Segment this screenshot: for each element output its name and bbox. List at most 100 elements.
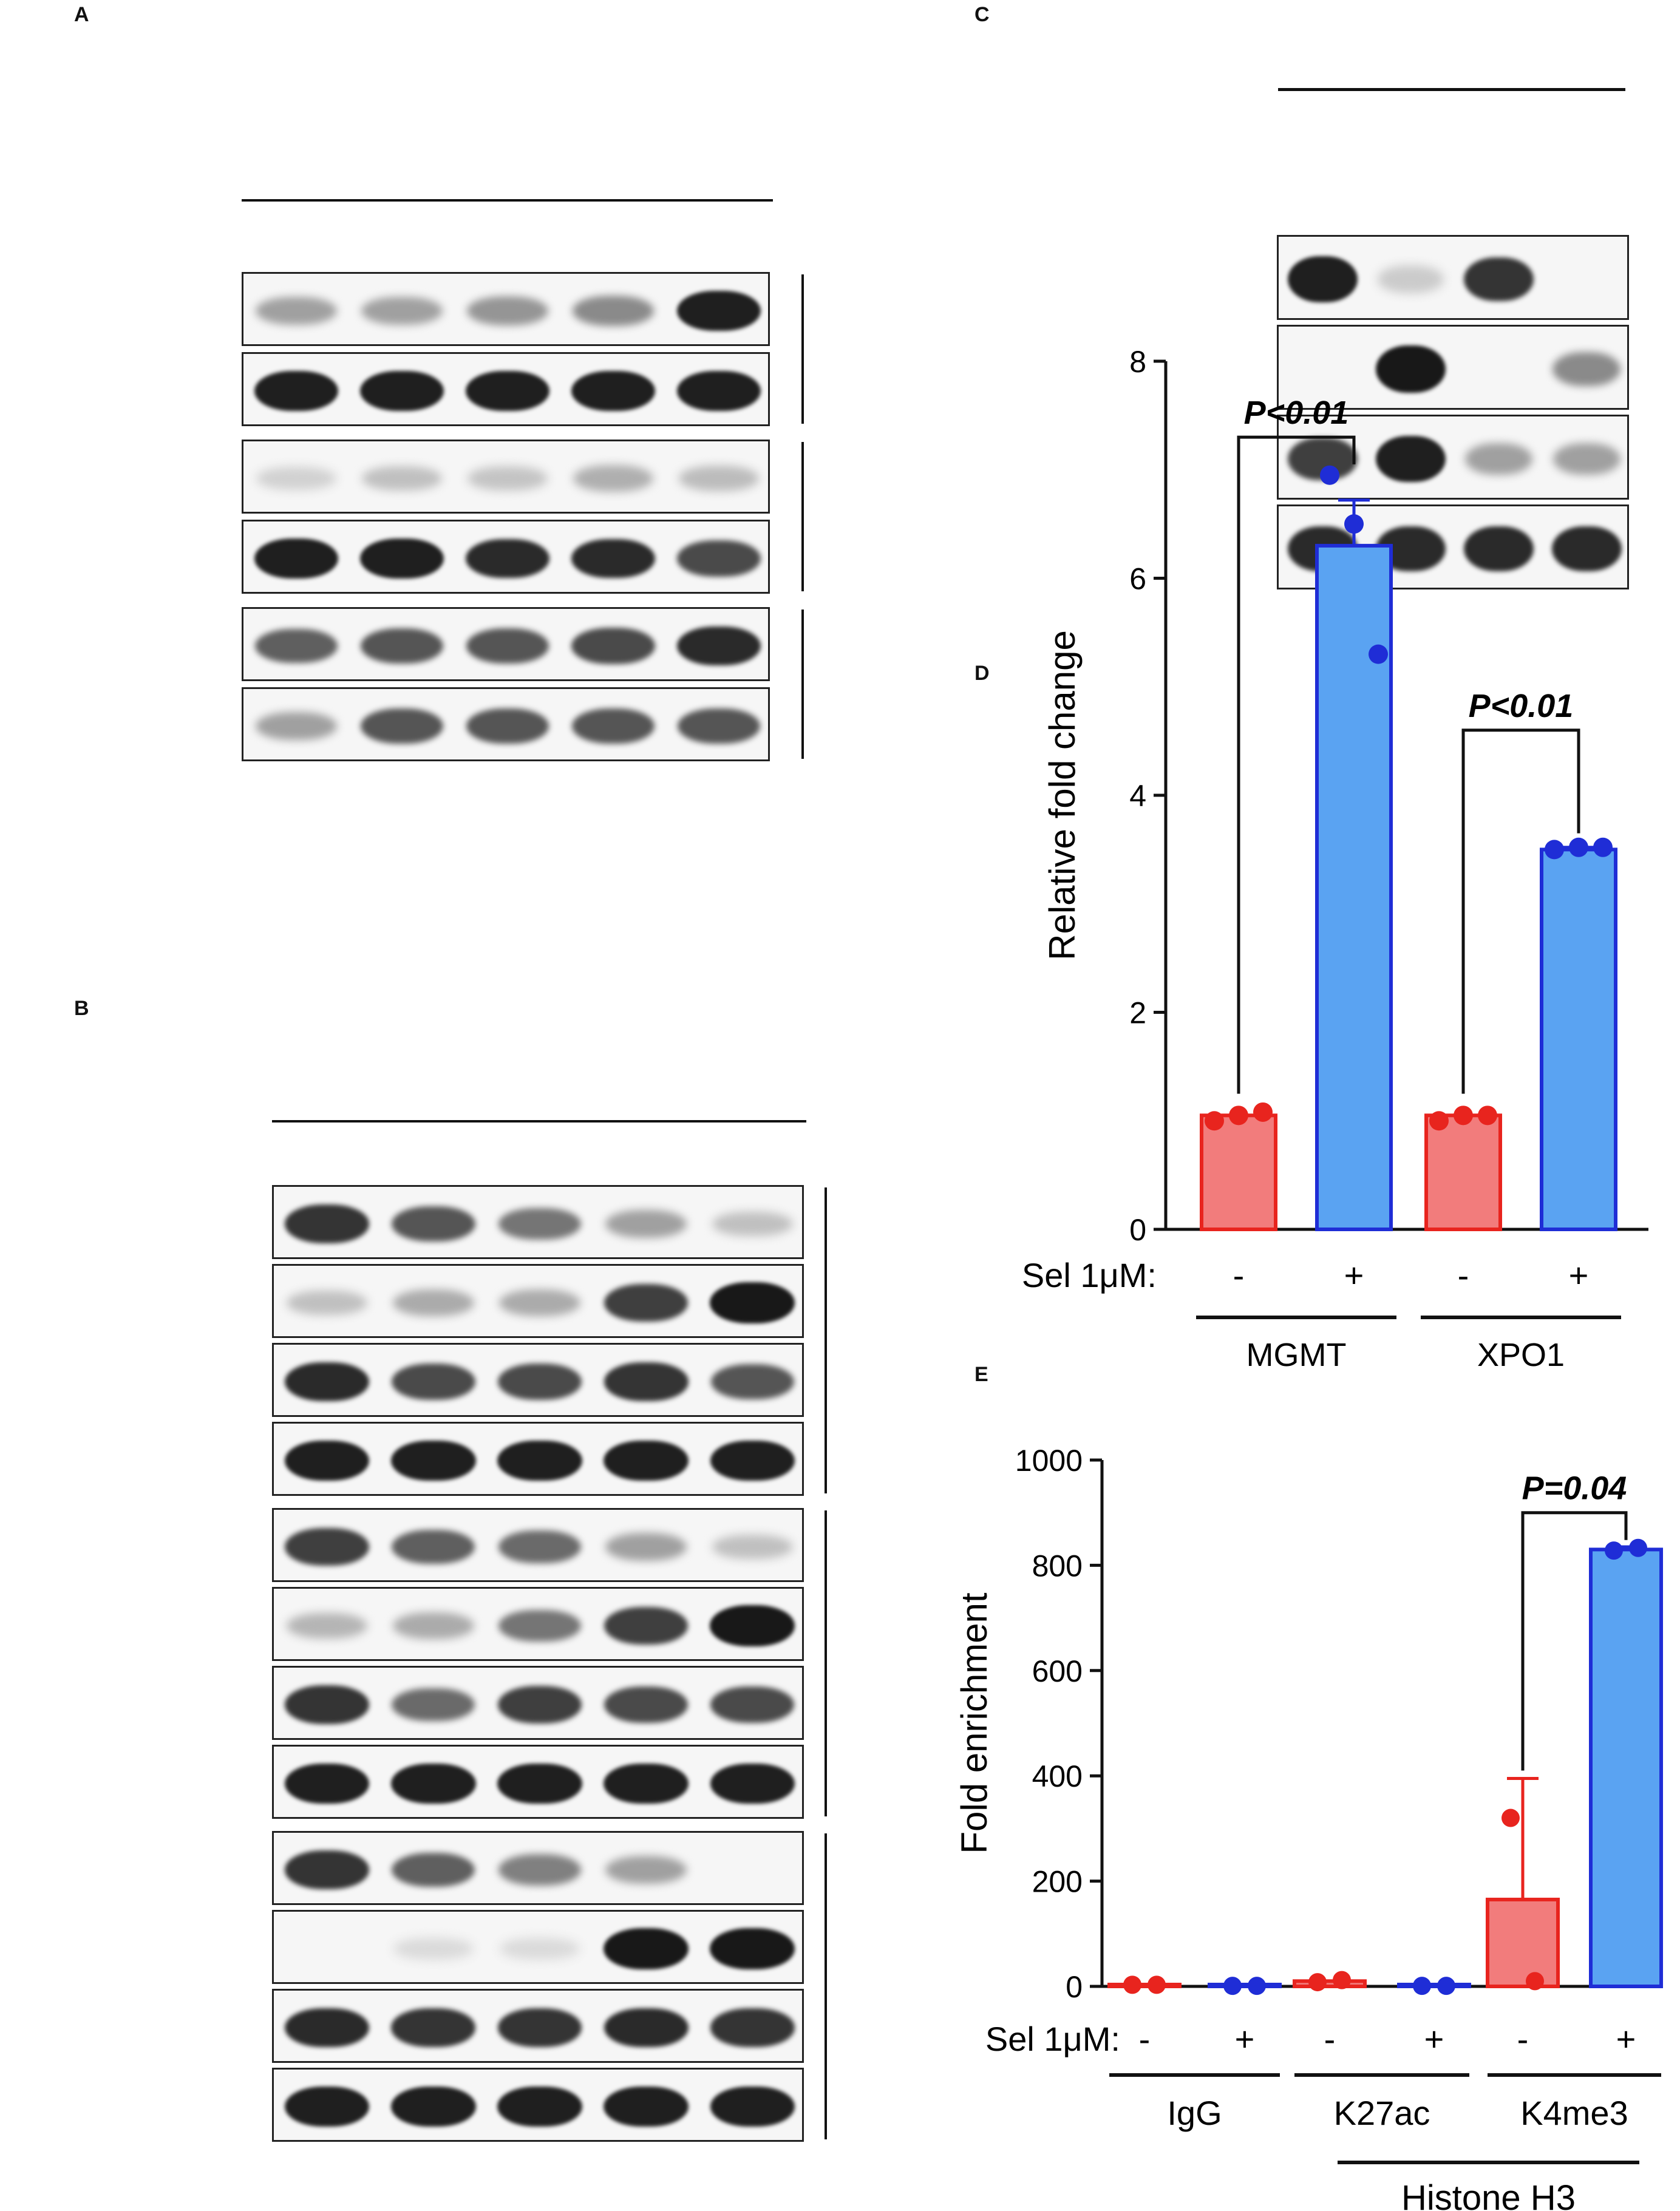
blot-band — [392, 1529, 475, 1564]
y-tick-label: 1000 — [1015, 1444, 1083, 1478]
blot-band — [284, 2086, 370, 2127]
data-point — [1413, 1977, 1431, 1995]
data-point — [1629, 1538, 1647, 1557]
treatment-sign: - — [1139, 2020, 1151, 2058]
blot-band — [710, 1364, 795, 1400]
blot-band — [1463, 526, 1534, 572]
blot-band — [604, 1362, 689, 1401]
blot-strip — [272, 1666, 804, 1740]
blot-band — [466, 628, 549, 664]
blot-band — [1464, 443, 1533, 475]
blot-band — [1552, 352, 1621, 387]
data-point — [1501, 1809, 1520, 1827]
data-point — [1344, 514, 1364, 534]
blot-band — [604, 1928, 689, 1969]
group-label: K4me3 — [1520, 2094, 1628, 2132]
bar — [1107, 1983, 1182, 1988]
blot-band — [497, 2086, 582, 2127]
panel-c-letter: C — [974, 3, 990, 26]
blot-band — [256, 712, 337, 741]
y-axis-label: Relative fold change — [1042, 630, 1083, 960]
bar — [1589, 1547, 1663, 1988]
blot-band — [677, 540, 761, 577]
blot-band — [710, 1440, 795, 1481]
blot-band — [361, 466, 443, 491]
treatment-sign: + — [1344, 1256, 1364, 1294]
blot-band — [284, 1440, 370, 1481]
data-point — [1526, 1972, 1544, 1991]
bar — [1397, 1983, 1471, 1988]
blot-strip — [242, 272, 770, 346]
blot-band — [710, 1282, 795, 1323]
blot-band — [677, 708, 761, 744]
blot-band — [392, 1289, 474, 1317]
data-point — [1333, 1971, 1351, 1989]
blot-band — [676, 290, 761, 331]
blot-strip — [272, 1989, 804, 2063]
blot-band — [1464, 257, 1534, 302]
y-tick-label: 0 — [1066, 1970, 1083, 2004]
cell-line-bracket — [801, 442, 804, 591]
blot-band — [1377, 265, 1444, 293]
blot-strip — [272, 1185, 804, 1259]
supergroup-label: Histone H3 — [1401, 2178, 1576, 2211]
group-label: IgG — [1167, 2094, 1222, 2132]
y-axis-label: Fold enrichment — [954, 1592, 995, 1854]
blot-band — [361, 296, 443, 325]
bar — [1486, 1897, 1560, 1988]
cell-line-bracket — [801, 610, 804, 759]
treatment-sign: + — [1424, 2020, 1444, 2058]
blot-band — [498, 1609, 582, 1642]
blot-band — [392, 1688, 475, 1722]
blot-strip — [272, 1264, 804, 1338]
cell-line-bracket — [825, 1833, 827, 2139]
blot-strip — [1277, 235, 1629, 320]
treatment-label: Sel 1μM: — [985, 2020, 1120, 2058]
blot-band — [572, 296, 655, 326]
panel-a-letter: A — [74, 3, 89, 26]
panel-e-bar-chart: 0 200 400 600 800 1000 Fold enrichment - + - + - + Se… — [954, 1444, 1663, 2211]
y-tick-label: 200 — [1032, 1865, 1083, 1899]
blot-band — [390, 1763, 476, 1804]
blot-band — [467, 466, 548, 491]
blot-strip — [1277, 325, 1629, 410]
blot-band — [710, 1686, 795, 1723]
blot-band — [605, 1855, 687, 1884]
blot-band — [498, 1289, 580, 1317]
blot-band — [285, 1685, 370, 1724]
y-tick-label: 6 — [1129, 562, 1146, 596]
blot-strip — [272, 1745, 804, 1819]
blot-band — [497, 1686, 582, 1724]
data-point — [1369, 644, 1388, 664]
treatment-label: Sel 1μM: — [1022, 1256, 1157, 1294]
blot-band — [499, 1937, 580, 1960]
blot-band — [676, 626, 761, 666]
title-underline — [242, 199, 773, 202]
blot-band — [498, 1364, 582, 1400]
data-point — [1478, 1106, 1497, 1126]
blot-band — [604, 1763, 689, 1804]
data-point — [1308, 1973, 1327, 1992]
y-tick-label: 4 — [1129, 779, 1146, 813]
blot-band — [604, 1607, 689, 1645]
blot-band — [604, 1686, 689, 1723]
blot-strip — [272, 1587, 804, 1661]
blot-band — [284, 2008, 370, 2048]
p-value-annotation: P<0.01 — [1469, 688, 1574, 724]
blot-band — [254, 628, 338, 664]
treatment-sign: + — [1616, 2020, 1636, 2058]
title-underline — [272, 1120, 806, 1122]
treatment-sign: - — [1458, 1256, 1469, 1294]
cell-line-bracket — [825, 1187, 827, 1493]
bar — [1540, 847, 1617, 1231]
data-point — [1429, 1111, 1449, 1131]
treatment-sign: + — [1235, 2020, 1255, 2058]
y-tick-label: 600 — [1032, 1654, 1083, 1688]
bar — [1208, 1983, 1282, 1988]
y-tick-label: 400 — [1032, 1759, 1083, 1793]
cell-line-underline — [1278, 88, 1625, 91]
blot-band — [710, 2086, 795, 2127]
blot-band — [604, 1440, 689, 1481]
blot-band — [1551, 526, 1622, 572]
blot-band — [392, 1852, 475, 1887]
